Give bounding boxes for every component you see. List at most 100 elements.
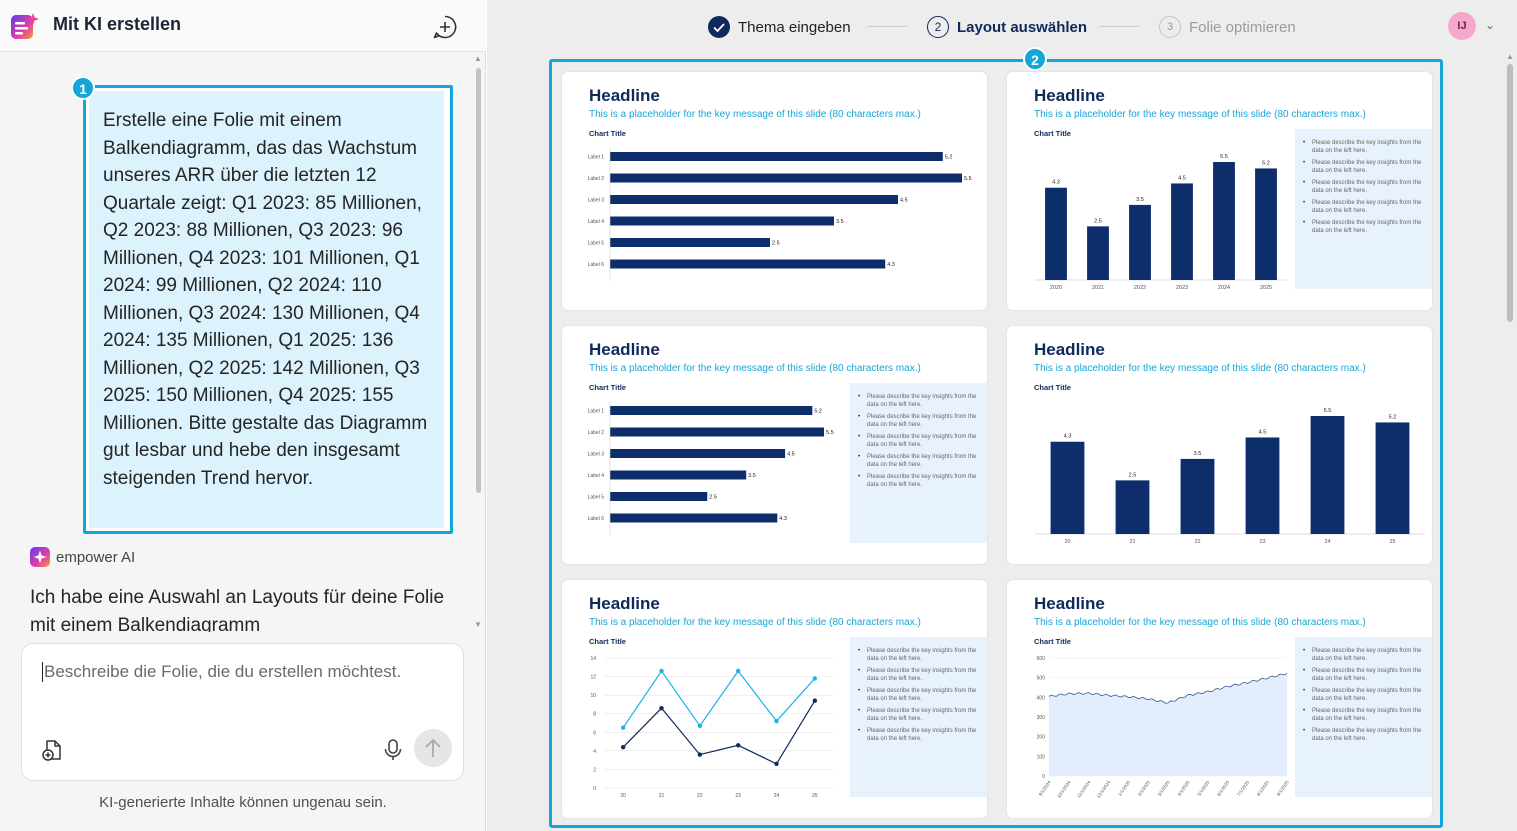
layout-option-4[interactable]: Headline This is a placeholder for the ke… bbox=[1007, 326, 1432, 564]
insights-box: Please describe the key insights from th… bbox=[850, 637, 987, 797]
ai-sparkle-icon bbox=[30, 547, 50, 567]
slide-headline: Headline bbox=[1034, 594, 1105, 613]
data-label: 3.5 bbox=[748, 473, 756, 479]
insight-bullet: Please describe the key insights from th… bbox=[858, 727, 979, 743]
step-connector bbox=[1099, 26, 1139, 27]
chart: 0 100 200 300 400 500 600 9/1/2024 10/1/2024 11/1… bbox=[1037, 656, 1290, 799]
bar bbox=[1310, 416, 1345, 534]
category-label: Label 5 bbox=[588, 241, 605, 247]
user-avatar[interactable]: IJ bbox=[1448, 12, 1476, 40]
insight-bullet: Please describe the key insights from th… bbox=[1303, 199, 1424, 215]
data-label: 5.5 bbox=[964, 176, 972, 182]
step-2[interactable]: 2 Layout auswählen bbox=[927, 16, 1087, 38]
new-chat-icon[interactable] bbox=[432, 14, 458, 40]
bar bbox=[1180, 458, 1215, 534]
send-button[interactable] bbox=[414, 729, 452, 767]
category-label: 2022 bbox=[1134, 285, 1146, 291]
category-label: 23 bbox=[1259, 539, 1265, 545]
attach-file-icon[interactable] bbox=[42, 739, 64, 761]
category-label: 20 bbox=[1064, 539, 1070, 545]
layout-option-1[interactable]: Headline This is a placeholder for the ke… bbox=[562, 72, 987, 310]
slide-headline: Headline bbox=[589, 86, 660, 105]
chart: Label 1 5.2 Label 2 5.5 Label 3 4.5 Label 4 3.5… bbox=[588, 402, 834, 535]
chart: 4.3 2020 2.5 2021 3.5 2022 4.5 2023 5.5 2024 5.2 20… bbox=[1035, 154, 1287, 291]
slide-subtitle: This is a placeholder for the key messag… bbox=[1034, 363, 1366, 374]
data-label: 3.5 bbox=[1136, 197, 1144, 203]
chevron-down-icon[interactable]: ⌄ bbox=[1485, 18, 1496, 32]
slide-subtitle: This is a placeholder for the key messag… bbox=[1034, 109, 1366, 120]
y-tick-label: 2 bbox=[593, 767, 596, 773]
step-1[interactable]: Thema eingeben bbox=[708, 16, 851, 38]
data-point bbox=[812, 698, 818, 703]
data-label: 2.5 bbox=[1129, 472, 1137, 478]
category-label: Label 4 bbox=[588, 219, 605, 225]
slide-subtitle: This is a placeholder for the key messag… bbox=[589, 109, 921, 120]
data-label: 4.3 bbox=[779, 516, 787, 522]
category-label: Label 2 bbox=[588, 430, 605, 436]
chart-title: Chart Title bbox=[1034, 637, 1071, 646]
layout-option-6[interactable]: Headline This is a placeholder for the ke… bbox=[1007, 580, 1432, 818]
insights-box: Please describe the key insights from th… bbox=[850, 383, 987, 543]
layout-scrollbar-thumb[interactable] bbox=[1507, 64, 1513, 322]
data-label: 4.3 bbox=[1064, 434, 1072, 440]
user-message: Erstelle eine Folie mit einem Balkendiag… bbox=[83, 85, 453, 534]
data-point bbox=[735, 743, 741, 748]
chat-header: Mit KI erstellen bbox=[0, 0, 486, 52]
bar bbox=[610, 470, 747, 480]
slide-subtitle: This is a placeholder for the key messag… bbox=[589, 617, 921, 628]
arrow-up-icon bbox=[425, 738, 441, 757]
step-3[interactable]: 3 Folie optimieren bbox=[1159, 16, 1296, 38]
y-tick-label: 500 bbox=[1037, 676, 1046, 682]
x-tick-label: 20 bbox=[620, 793, 626, 799]
data-label: 4.5 bbox=[1178, 175, 1186, 181]
insight-bullet: Please describe the key insights from th… bbox=[858, 667, 979, 683]
category-label: 21 bbox=[1129, 539, 1135, 545]
x-tick-label: 23 bbox=[735, 793, 741, 799]
data-point bbox=[774, 761, 779, 767]
insight-bullet: Please describe the key insights from th… bbox=[1303, 159, 1424, 175]
data-label: 3.5 bbox=[836, 219, 844, 225]
category-label: Label 1 bbox=[588, 155, 605, 161]
x-tick-label: 25 bbox=[812, 793, 818, 799]
category-label: 2024 bbox=[1218, 285, 1230, 291]
insight-bullet: Please describe the key insights from th… bbox=[1303, 687, 1424, 703]
insights-box: Please describe the key insights from th… bbox=[1295, 129, 1432, 289]
category-label: 2025 bbox=[1260, 285, 1272, 291]
layout-scrollbar[interactable]: ▲ bbox=[1503, 52, 1515, 831]
chart: 4.3 20 2.5 21 3.5 22 4.5 23 5.5 24 5.2 25 bbox=[1035, 408, 1425, 545]
bar bbox=[610, 238, 770, 247]
layout-option-3[interactable]: Headline This is a placeholder for the ke… bbox=[562, 326, 987, 564]
checkmark-icon bbox=[708, 16, 730, 38]
x-tick-label: 6/1/2025 bbox=[1216, 779, 1230, 797]
bar bbox=[610, 259, 886, 269]
chat-scrollbar[interactable]: ▲ ▼ bbox=[474, 54, 482, 629]
category-label: 24 bbox=[1324, 539, 1330, 545]
app-logo-icon bbox=[11, 13, 39, 39]
ai-disclaimer: KI-generierte Inhalte können ungenau sei… bbox=[99, 794, 387, 811]
x-tick-label: 9/1/2025 bbox=[1276, 779, 1290, 797]
x-tick-label: 22 bbox=[697, 793, 703, 799]
step-2-number: 2 bbox=[927, 16, 949, 38]
slide-headline: Headline bbox=[1034, 86, 1105, 105]
data-point bbox=[735, 668, 741, 674]
insight-bullet: Please describe the key insights from th… bbox=[858, 687, 979, 703]
chat-scrollbar-thumb[interactable] bbox=[476, 68, 481, 493]
layout-option-5[interactable]: Headline This is a placeholder for the ke… bbox=[562, 580, 987, 818]
prompt-input[interactable] bbox=[42, 662, 442, 682]
y-tick-label: 0 bbox=[593, 786, 596, 792]
category-label: 2021 bbox=[1092, 285, 1104, 291]
layout-option-2[interactable]: Headline This is a placeholder for the ke… bbox=[1007, 72, 1432, 310]
insight-bullet: Please describe the key insights from th… bbox=[858, 707, 979, 723]
x-tick-label: 1/1/2025 bbox=[1117, 779, 1131, 797]
step-connector bbox=[867, 26, 907, 27]
microphone-icon[interactable] bbox=[382, 738, 404, 762]
bar bbox=[1115, 480, 1150, 534]
bar bbox=[1245, 437, 1280, 534]
insight-bullet: Please describe the key insights from th… bbox=[858, 413, 979, 429]
y-tick-label: 10 bbox=[590, 693, 596, 699]
step-1-label: Thema eingeben bbox=[738, 18, 851, 36]
x-tick-label: 5/1/2025 bbox=[1196, 779, 1210, 797]
category-label: 2020 bbox=[1050, 285, 1062, 291]
bar bbox=[610, 406, 813, 415]
